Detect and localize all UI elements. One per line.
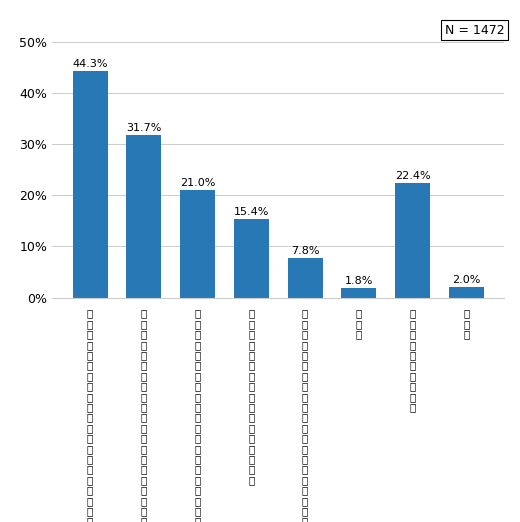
Bar bbox=[449, 287, 484, 298]
Bar bbox=[288, 258, 322, 298]
Bar bbox=[180, 190, 215, 298]
Bar bbox=[234, 219, 269, 298]
Text: 特
に
気
に
し
て
い
な
い
投
資
信
託
は
長
期
保
有
す
る
つ
も
り
、: 特 に 気 に し て い な い 投 資 信 託 は 長 期 保 有 す る … bbox=[302, 309, 308, 522]
Text: 21.0%: 21.0% bbox=[180, 178, 215, 188]
Text: 無
回
答: 無 回 答 bbox=[463, 309, 470, 339]
Text: 1.8%: 1.8% bbox=[345, 276, 373, 286]
Text: 7.8%: 7.8% bbox=[291, 245, 319, 256]
Text: 購
入
の
チ
ャ
ン
ス
今
が
、
株
式
や
投
資
信
託: 購 入 の チ ャ ン ス 今 が 、 株 式 や 投 資 信 託 bbox=[248, 309, 254, 485]
Text: 15.4%: 15.4% bbox=[233, 207, 269, 217]
Text: 金
融
商
品
に
分
散
さ
せ
た
い
資
産
は
い
ろ
い
ろ
な
種
類
の: 金 融 商 品 に 分 散 さ せ た い 資 産 は い ろ い ろ な 種 … bbox=[141, 309, 147, 522]
Text: 44.3%: 44.3% bbox=[72, 59, 108, 69]
Bar bbox=[73, 71, 108, 298]
Text: 特
に
な
い
・
わ
か
ら
な
い: 特 に な い ・ わ か ら な い bbox=[409, 309, 415, 412]
Bar bbox=[341, 288, 376, 298]
Text: 31.7%: 31.7% bbox=[126, 123, 162, 133]
Text: N = 1472: N = 1472 bbox=[445, 23, 504, 37]
Text: 元
本
保
証
が
あ
る
も
の
を
選
び
た
い
リ
タ
ー
ン
が
少
な
く
と
も: 元 本 保 証 が あ る も の を 選 び た い リ タ ー ン が 少 … bbox=[87, 309, 93, 522]
Text: 22.4%: 22.4% bbox=[395, 171, 431, 181]
Text: 商
品
の
保
有
を
減
ら
し
た
い
元
本
割
れ
リ
ス
ク
の
あ
る: 商 品 の 保 有 を 減 ら し た い 元 本 割 れ リ ス ク の あ … bbox=[194, 309, 201, 522]
Text: 2.0%: 2.0% bbox=[452, 275, 480, 285]
Bar bbox=[126, 135, 161, 298]
Bar bbox=[395, 183, 430, 298]
Text: そ
の
他: そ の 他 bbox=[356, 309, 362, 339]
